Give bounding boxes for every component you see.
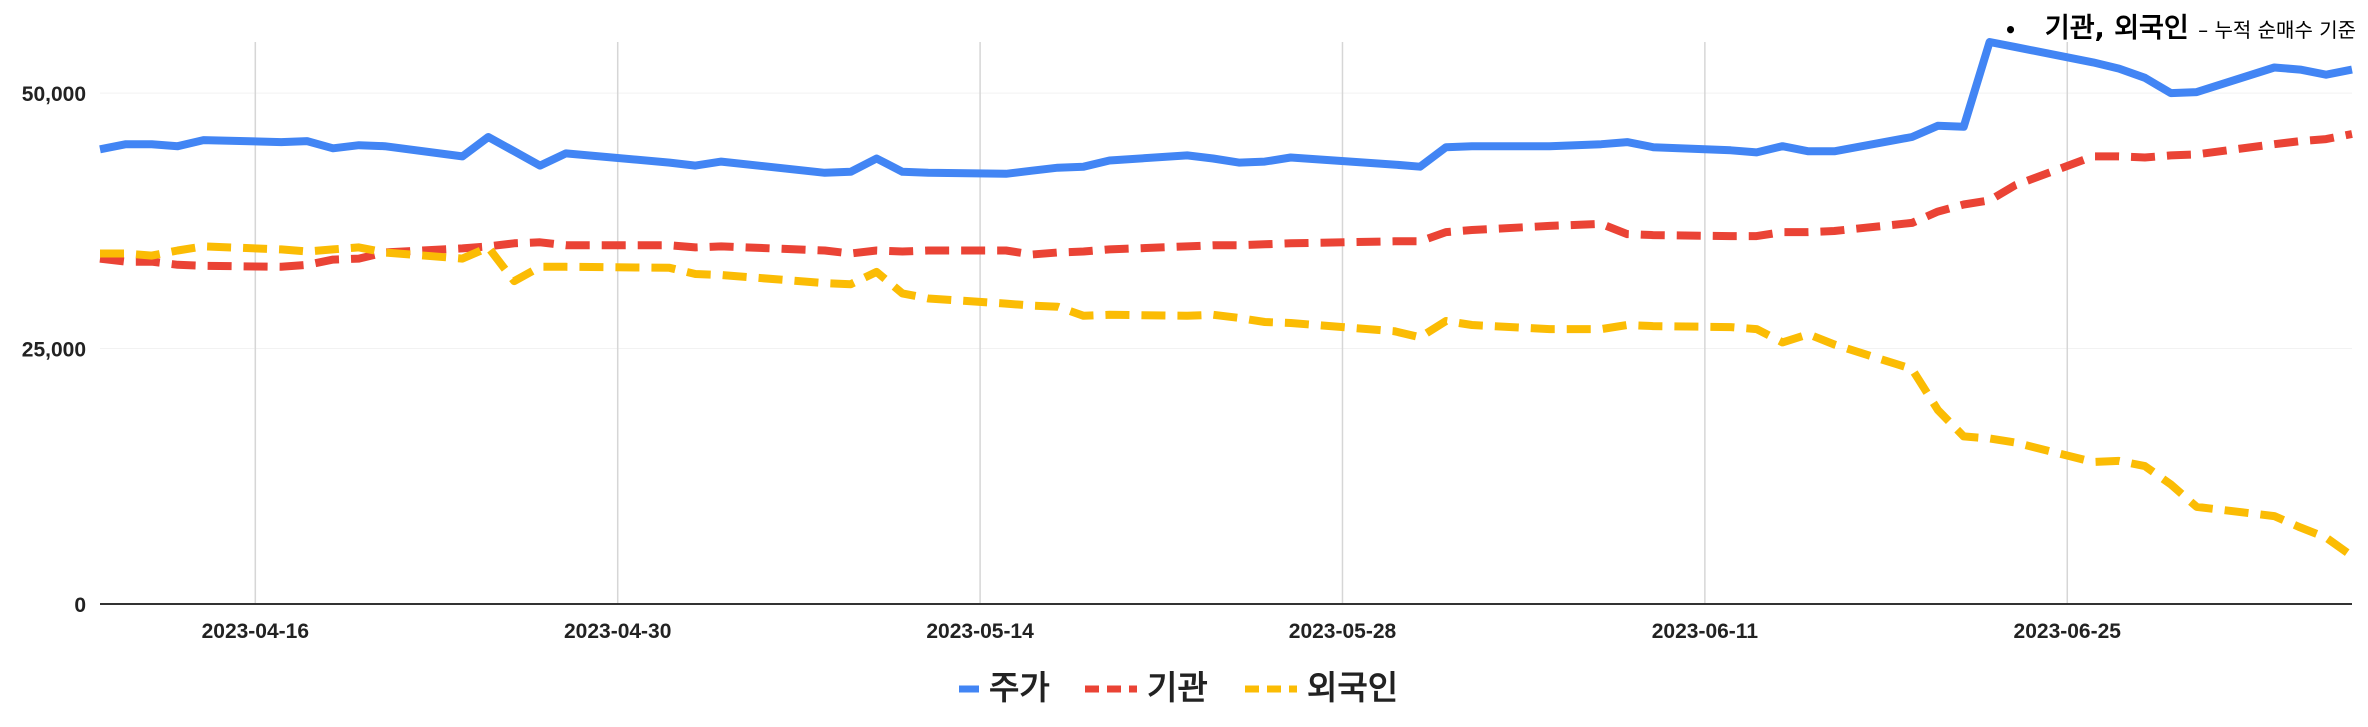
series-lines xyxy=(99,38,2355,560)
y-tick-label: 50,000 xyxy=(22,83,86,106)
note-sub: – 누적 순매수 기준 xyxy=(2198,18,2356,42)
x-tick-label: 2023-05-28 xyxy=(1289,620,1397,643)
chart-note: • 기관, 외국인 – 누적 순매수 기준 xyxy=(2004,6,2356,45)
legend-label-1: 주가 xyxy=(989,668,1050,707)
legend: 주가 기관 외국인 xyxy=(959,668,1398,707)
note-main: 기관, 외국인 xyxy=(2044,13,2189,44)
y-tick-label: 0 xyxy=(74,594,86,617)
x-tick-label: 2023-06-25 xyxy=(2014,620,2122,643)
x-tick-label: 2023-04-30 xyxy=(564,620,671,643)
axes: 0 25,000 50,000 2023-04-16 2023-04-30 2023-05… xyxy=(22,83,2352,643)
gridlines xyxy=(100,42,2352,604)
series-line-3 xyxy=(100,242,2355,560)
legend-label-3: 외국인 xyxy=(1307,668,1398,707)
y-tick-label: 25,000 xyxy=(22,339,86,362)
note-bullet: • xyxy=(2004,17,2017,42)
legend-label-2: 기관 xyxy=(1147,668,1208,707)
x-tick-label: 2023-05-14 xyxy=(926,620,1034,643)
series-line-1 xyxy=(99,38,2353,178)
x-tick-label: 2023-06-11 xyxy=(1652,620,1759,643)
x-tick-label: 2023-04-16 xyxy=(202,620,309,643)
series-line-2 xyxy=(99,130,2353,271)
